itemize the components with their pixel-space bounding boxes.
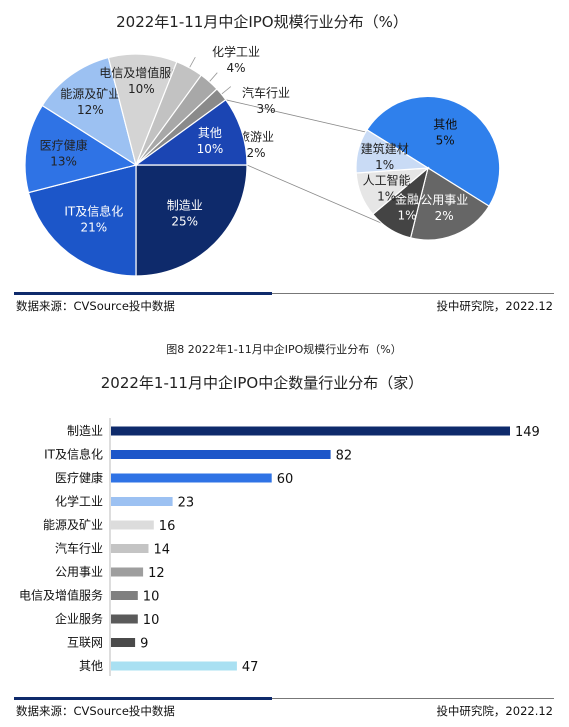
pie-label-name-6: 汽车行业 (242, 85, 290, 100)
pie-slice-8 (134, 98, 248, 166)
bar-5 (111, 544, 149, 553)
bar-category-0: 制造业 (67, 424, 103, 438)
breakout-label-name-0: 其他 (433, 118, 457, 132)
bar-category-7: 电信及增值服务 (19, 588, 103, 603)
pie-source-bar-accent (14, 292, 272, 295)
breakout-label-value-0: 5% (436, 134, 455, 148)
main-pie: 制造业 25% IT及信息化 21% 医疗健康 13% 能源及矿业 12% 电信及增值服务 10%… (24, 44, 290, 277)
bar-7 (111, 591, 138, 600)
breakout-label-value-4: 1% (375, 158, 394, 172)
pie-label-name-0: 制造业 (167, 199, 203, 213)
bar-category-10: 其他 (79, 659, 103, 673)
bar-category-2: 医疗健康 (55, 470, 103, 485)
bar-value-9: 9 (140, 637, 148, 652)
pie-chart-title: 2022年1-11月中企IPO规模行业分布（%） (116, 13, 408, 31)
bar-category-1: IT及信息化 (44, 447, 103, 462)
bar-source-bar-accent (14, 697, 272, 700)
pie-label-name-5: 化学工业 (212, 44, 260, 59)
pie-leader-5 (189, 57, 196, 68)
pie-label-value-3: 12% (77, 103, 104, 117)
pie-leader-7 (221, 86, 232, 95)
bar-2 (111, 473, 272, 483)
bar-value-2: 60 (277, 472, 294, 487)
pie-credit-text: 投中研究院，2022.12 (436, 299, 553, 313)
bar-category-9: 互联网 (67, 636, 103, 650)
pie-slice-2 (24, 104, 138, 194)
pie-label-value-1: 21% (80, 220, 107, 234)
pie-label-value-0: 25% (171, 215, 198, 229)
bar-source-bar-line (272, 698, 554, 699)
pie-slice-0 (135, 164, 248, 277)
pie-label-value-7: 2% (246, 146, 265, 160)
bar-category-8: 企业服务 (55, 611, 103, 626)
bar-6 (111, 567, 144, 577)
bar-chart-title: 2022年1-11月中企IPO中企数量行业分布（家） (101, 374, 424, 392)
bar-value-7: 10 (143, 590, 160, 605)
bar-source-text: 数据来源：CVSource投中数据 (16, 704, 175, 718)
bar-category-6: 公用事业 (55, 565, 103, 579)
pie-label-name-8: 其他 (198, 126, 222, 140)
bar-series: 制造业 149 IT及信息化 82 医疗健康 60 化学工业 23 能源及矿业 16 汽车行业 14 公… (19, 424, 540, 675)
bar-1 (111, 450, 331, 459)
pie-source-bar-line (272, 293, 554, 294)
bar-4 (111, 520, 154, 530)
bar-8 (111, 614, 138, 624)
breakout-label-name-1: 公用事业 (420, 193, 468, 207)
breakout-connector-top (225, 99, 366, 133)
bar-category-4: 能源及矿业 (43, 518, 103, 532)
breakout-slice-1 (409, 167, 490, 241)
bar-value-3: 23 (178, 496, 195, 511)
bar-10 (111, 661, 237, 671)
breakout-label-value-3: 1% (377, 190, 396, 204)
bar-credit-text: 投中研究院，2022.12 (436, 704, 553, 718)
bar-9 (111, 638, 136, 647)
pie-label-value-5: 4% (226, 61, 245, 75)
bar-value-8: 10 (143, 613, 160, 628)
bar-value-5: 14 (154, 543, 171, 558)
pie-label-value-6: 3% (256, 102, 275, 116)
pie-label-name-1: IT及信息化 (64, 203, 123, 218)
pie-label-value-8: 10% (197, 142, 224, 156)
bar-value-4: 16 (159, 519, 176, 534)
pie-slice-3 (41, 56, 137, 167)
bar-3 (111, 497, 173, 506)
bar-value-1: 82 (336, 449, 353, 464)
pie-label-name-3: 能源及矿业 (60, 87, 120, 101)
breakout-connector-lines (189, 57, 382, 224)
pie-label-name-2: 医疗健康 (40, 138, 88, 153)
breakout-slice-0 (366, 95, 501, 207)
figure-caption: 图8 2022年1-11月中企IPO规模行业分布（%） (166, 342, 401, 356)
bar-value-6: 12 (148, 566, 165, 581)
bar-category-3: 化学工业 (55, 494, 103, 509)
breakout-connector-bottom (246, 164, 382, 224)
breakout-label-value-2: 1% (397, 209, 416, 223)
pie-source-text: 数据来源：CVSource投中数据 (16, 299, 175, 313)
bar-value-10: 47 (242, 660, 259, 675)
bar-category-5: 汽车行业 (55, 541, 103, 556)
bar-0 (111, 426, 510, 436)
breakout-slice-4 (355, 129, 430, 174)
pie-leader-6 (209, 72, 218, 82)
pie-label-name-4: 电信及增值服务 (99, 65, 183, 80)
breakout-label-value-1: 2% (435, 209, 454, 223)
pie-label-value-4: 10% (128, 82, 155, 96)
breakout-label-name-3: 人工智能 (363, 173, 411, 188)
pie-label-value-2: 13% (50, 155, 77, 169)
pie-label-name-7: 旅游业 (238, 130, 274, 144)
breakout-label-name-2: 金融 (395, 192, 419, 207)
bar-value-0: 149 (515, 425, 540, 440)
breakout-label-name-4: 建筑建材 (361, 141, 409, 156)
pie-slice-1 (27, 164, 137, 277)
